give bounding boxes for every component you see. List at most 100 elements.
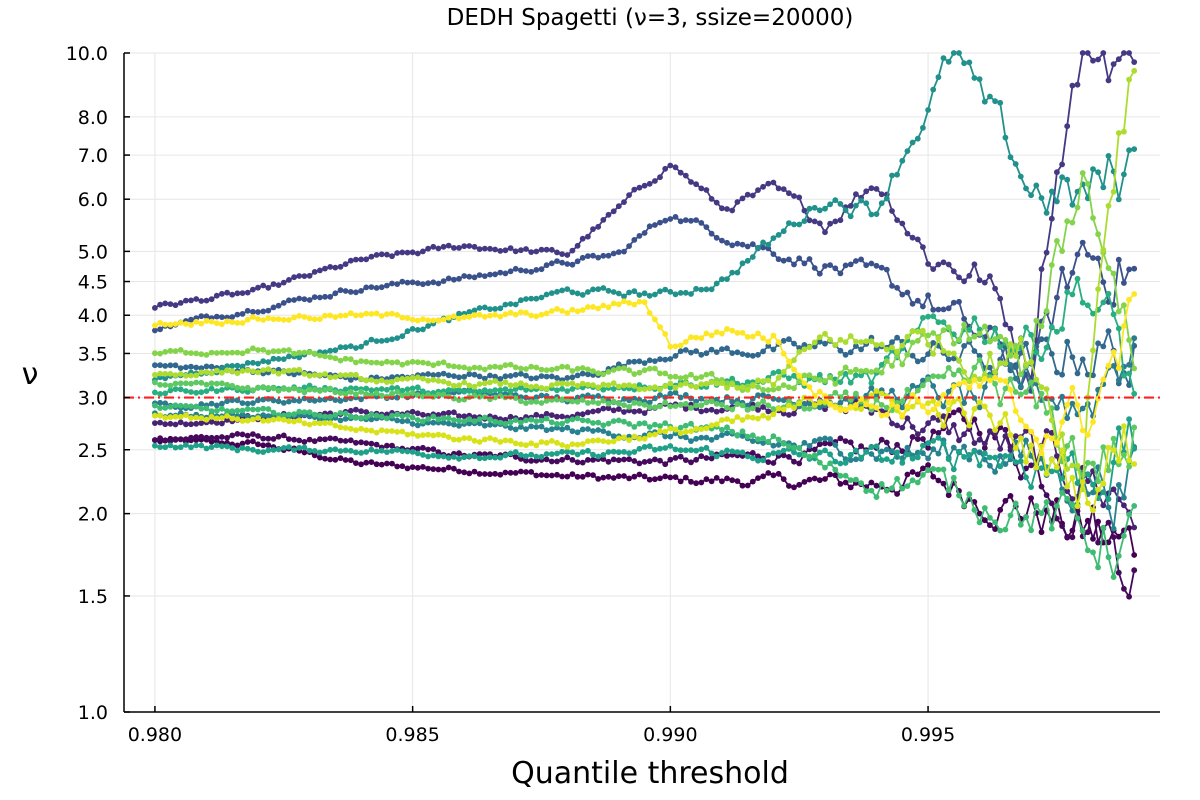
series-point xyxy=(378,447,385,454)
series-point xyxy=(708,332,715,339)
series-point xyxy=(564,375,571,381)
series-point xyxy=(414,280,421,287)
series-point xyxy=(585,447,591,454)
series-point xyxy=(626,243,632,250)
series-point xyxy=(327,293,334,300)
series-point xyxy=(1074,251,1081,258)
series-point xyxy=(677,169,684,176)
series-point xyxy=(389,448,395,454)
series-point xyxy=(1059,174,1065,181)
series-point xyxy=(1090,215,1096,221)
series-point xyxy=(332,435,339,442)
series-point xyxy=(409,316,416,323)
series-point xyxy=(739,449,746,456)
series-point xyxy=(930,306,937,313)
series-point xyxy=(615,473,622,480)
series-point xyxy=(600,285,607,291)
series-point xyxy=(559,442,565,448)
series-point xyxy=(456,468,462,475)
y-tick-label: 3.5 xyxy=(78,343,108,365)
series-point xyxy=(950,355,957,362)
series-point xyxy=(337,390,344,396)
series-point xyxy=(1033,317,1040,324)
series-point xyxy=(1131,524,1138,531)
series-point xyxy=(548,426,555,433)
series-point xyxy=(729,207,736,214)
series-point xyxy=(739,241,746,248)
series-point xyxy=(925,351,931,357)
series-point xyxy=(1054,464,1060,471)
series-point xyxy=(755,475,761,481)
series-point xyxy=(518,419,524,426)
series-point xyxy=(1017,371,1024,378)
series-point xyxy=(878,390,885,397)
series-point xyxy=(940,466,947,473)
series-point xyxy=(1054,369,1060,376)
series-point xyxy=(492,454,498,461)
series-point xyxy=(317,294,323,301)
series-point xyxy=(213,388,220,395)
series-point xyxy=(729,477,736,484)
series-point xyxy=(548,419,555,426)
series-point xyxy=(1079,170,1086,176)
series-point xyxy=(889,397,895,404)
series-point xyxy=(770,433,777,440)
series-point xyxy=(327,435,334,442)
series-point xyxy=(440,466,447,473)
series-point xyxy=(1054,294,1060,301)
series-point xyxy=(291,371,297,378)
series-point xyxy=(250,286,256,293)
series-point xyxy=(347,407,354,414)
series-point xyxy=(889,387,895,394)
series-point xyxy=(652,421,658,428)
series-point xyxy=(208,370,215,377)
series-point xyxy=(1012,389,1019,395)
series-point xyxy=(404,465,411,472)
series-point xyxy=(925,292,931,299)
series-point xyxy=(559,259,565,266)
series-point xyxy=(255,406,261,413)
series-point xyxy=(626,404,632,410)
series-point xyxy=(791,193,797,199)
series-point xyxy=(322,349,328,356)
series-point xyxy=(925,409,931,416)
series-point xyxy=(291,411,297,417)
series-point xyxy=(987,350,993,357)
series-point xyxy=(672,389,679,396)
series-point xyxy=(219,400,225,407)
series-point xyxy=(713,453,720,460)
series-point xyxy=(909,424,916,430)
series-point xyxy=(605,458,612,465)
series-point xyxy=(615,406,622,412)
series-point xyxy=(157,399,164,406)
series-point xyxy=(827,401,833,408)
series-point xyxy=(595,254,602,261)
series-point xyxy=(899,412,906,419)
series-point xyxy=(177,413,184,420)
series-point xyxy=(1064,176,1071,183)
series-point xyxy=(894,171,900,178)
series-point xyxy=(476,451,483,457)
series-point xyxy=(1043,308,1050,314)
series-point xyxy=(466,435,473,442)
series-point xyxy=(966,59,973,66)
series-point xyxy=(471,274,478,281)
series-point xyxy=(605,439,612,445)
series-point xyxy=(574,451,581,458)
series-point xyxy=(992,369,998,375)
series-15 xyxy=(152,388,1138,514)
series-point xyxy=(1126,266,1132,273)
series-point xyxy=(961,379,967,385)
series-point xyxy=(1131,365,1138,372)
series-point xyxy=(378,251,385,258)
series-point xyxy=(456,450,462,457)
series-point xyxy=(409,326,416,332)
series-point xyxy=(615,203,622,210)
series-point xyxy=(847,369,854,375)
series-point xyxy=(811,339,818,346)
series-point xyxy=(1084,529,1091,536)
series-point xyxy=(353,289,359,296)
series-point xyxy=(337,372,344,379)
series-point xyxy=(868,260,875,267)
series-point xyxy=(682,400,689,407)
